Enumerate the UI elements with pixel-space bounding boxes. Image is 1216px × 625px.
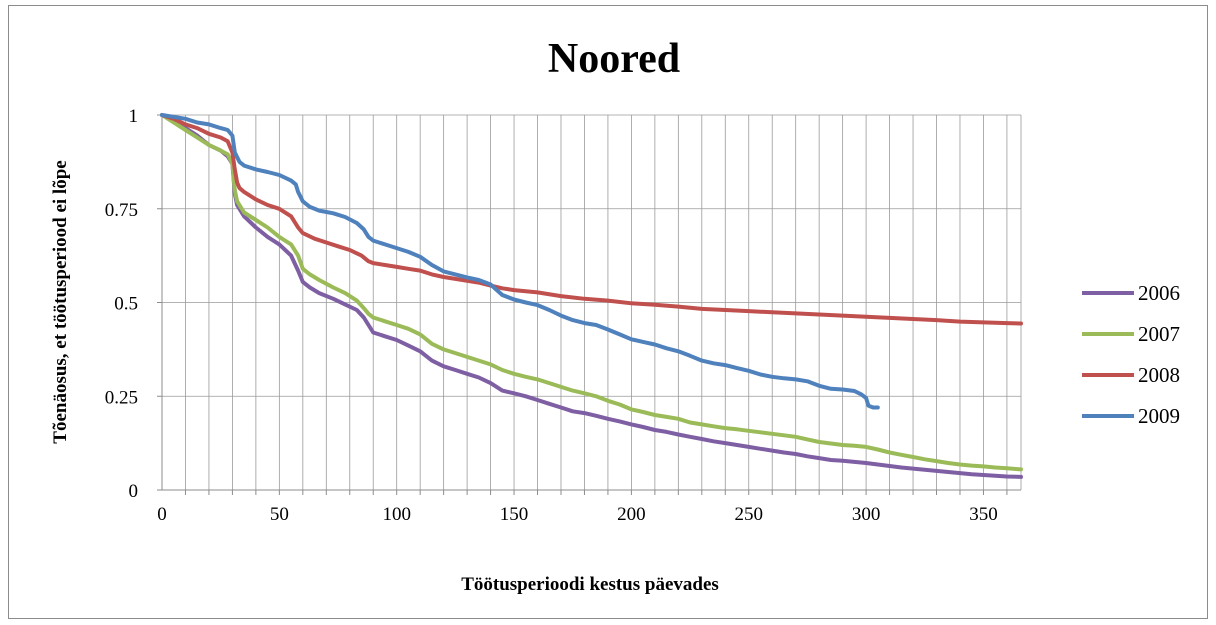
x-axis-title: Töötusperioodi kestus päevades [461,574,719,595]
series-lines [160,113,1023,479]
series-line-2006 [160,113,1023,479]
tick-labels: 0 50 100 150 200 250 300 350 0 0.25 0.5 0.75 1 [105,106,998,525]
chart-title: Noored [548,36,680,82]
axes [157,114,1021,495]
legend: 2006 2007 2008 2009 [1082,281,1180,428]
x-tick-label: 100 [382,504,411,525]
x-tick-label: 200 [617,504,646,525]
legend-label-2006: 2006 [1138,281,1180,305]
y-tick-label: 0.5 [114,294,138,315]
x-tick-label: 300 [852,504,881,525]
y-axis-title: Tõenäosus, et töötusperiood ei lõpe [50,160,71,443]
x-tick-label: 350 [969,504,998,525]
x-tick-label: 150 [500,504,529,525]
series-line-2007 [160,113,1023,472]
y-tick-label: 1 [129,106,139,127]
legend-label-2008: 2008 [1138,363,1180,387]
series-line-2009 [160,113,880,410]
x-tick-label: 250 [734,504,763,525]
legend-label-2007: 2007 [1138,322,1180,346]
x-tick-label: 0 [157,504,167,525]
y-tick-label: 0 [129,481,139,502]
series-line-2008 [160,113,1023,326]
legend-label-2009: 2009 [1138,404,1180,428]
grid-lines [162,114,1022,490]
y-tick-label: 0.75 [105,200,138,221]
y-tick-label: 0.25 [105,387,138,408]
x-tick-label: 50 [270,504,289,525]
